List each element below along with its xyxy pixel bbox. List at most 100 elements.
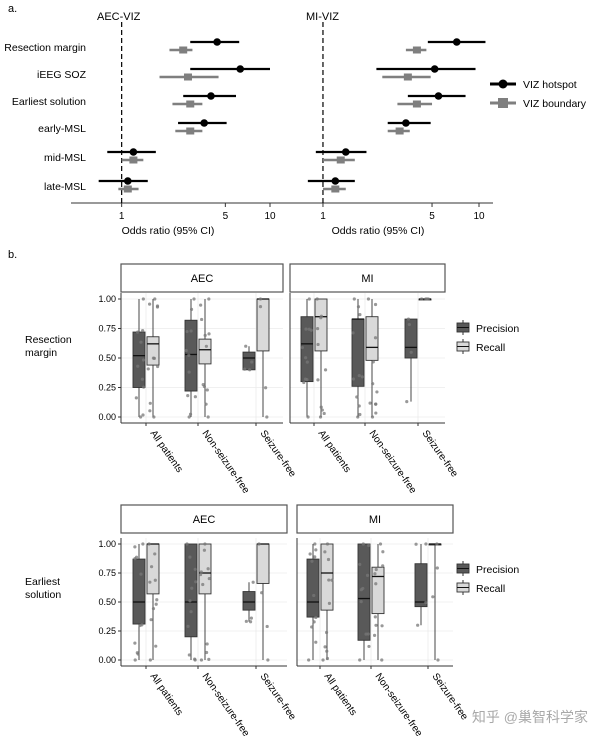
boxplot-panel-aec: AEC 0.00 0.25 0.50 0.75 1.00 All patients Non-s… [98,504,299,739]
precision-box [242,591,256,611]
hotspot-point [213,38,221,46]
x-category-label: All patients [322,671,359,717]
data-point [141,358,146,362]
data-point [201,582,205,587]
forest-legend: VIZ hotspot VIZ boundary [490,79,587,110]
data-point [374,567,378,572]
x-tick-label: 5 [429,211,435,222]
data-point [315,327,320,331]
x-axis-label: Odds ratio (95% CI) [122,225,215,237]
data-point [330,578,334,582]
data-point [199,303,203,307]
data-point [321,658,325,662]
data-point [323,368,328,372]
data-point [154,602,158,606]
data-point [186,624,190,628]
recall-box [146,543,160,595]
forest-title: AEC-VIZ [97,11,141,23]
y-tick-label: 0.50 [98,353,116,363]
data-point [409,350,413,354]
precision-box [404,318,418,359]
boxplot-row-2: EarliestsolutionAEC0.000.250.500.751.00A… [25,504,519,739]
data-point [155,598,159,602]
x-category-label: All patients [148,428,185,474]
data-point [201,383,205,387]
data-point [424,297,428,301]
data-point [250,360,254,364]
forest-panel-2: MI-VIZ 1 5 10 Odds ratio (95% CI) [270,11,493,237]
data-point [148,580,152,584]
data-point [323,550,327,554]
data-point [184,348,188,353]
data-point [206,567,210,571]
data-point [133,557,137,561]
data-point [203,333,207,337]
data-point [243,367,247,371]
hotspot-point [200,119,208,127]
data-point [381,550,385,554]
facet-strip [289,263,446,293]
data-point [148,658,152,662]
data-point [133,641,137,645]
forest-title: MI-VIZ [306,11,339,23]
watermark-text: 知乎 @巢智科学家 [472,709,588,725]
hotspot-point [236,65,245,73]
boundary-point [123,185,132,193]
data-point [199,658,204,662]
boxplot-legend: Precision Recall [456,561,519,595]
data-point [193,395,197,399]
legend-precision-label: Precision [476,323,519,335]
data-point [327,578,331,582]
boxplot-legend: Precision Recall [456,320,519,354]
data-point [300,345,304,350]
recall-box [314,298,328,352]
x-tick-label: 1 [320,211,326,222]
data-point [319,314,323,318]
y-tick-label: 0.25 [98,383,116,393]
data-point [304,356,308,360]
y-tick-label: 0.25 [98,626,116,636]
data-point [356,415,360,419]
recall-box [365,316,379,361]
data-point [135,651,139,655]
data-point [367,543,371,548]
data-point [206,415,210,419]
data-point [258,305,263,309]
boundary-point [179,46,188,54]
hotspot-point [331,177,340,185]
data-point [185,542,189,546]
data-point [187,370,191,374]
data-point [193,567,197,571]
data-point [152,356,156,360]
facet-strip-label: MI [361,273,373,285]
hotspot-point [129,148,138,156]
data-point [359,600,363,604]
data-point [148,401,152,405]
data-point [310,559,314,563]
boundary-point [403,73,412,81]
precision-box [132,558,146,625]
data-point [424,601,428,605]
data-point [306,415,310,419]
legend-boundary-point [498,98,508,108]
data-point [307,327,311,331]
hotspot-point [207,92,215,100]
data-point [148,302,152,306]
data-point [200,317,204,322]
data-point [325,656,330,661]
data-point [186,393,190,398]
x-category-label: Seizure-free [258,671,299,722]
boundary-point [336,156,345,164]
data-point [134,396,138,400]
precision-box [184,543,198,638]
data-point [204,344,208,348]
data-point [304,327,308,331]
data-point [320,408,324,412]
data-point [133,545,137,549]
data-point [322,411,326,416]
legend-recall-label: Recall [476,583,505,595]
data-point [133,658,137,662]
